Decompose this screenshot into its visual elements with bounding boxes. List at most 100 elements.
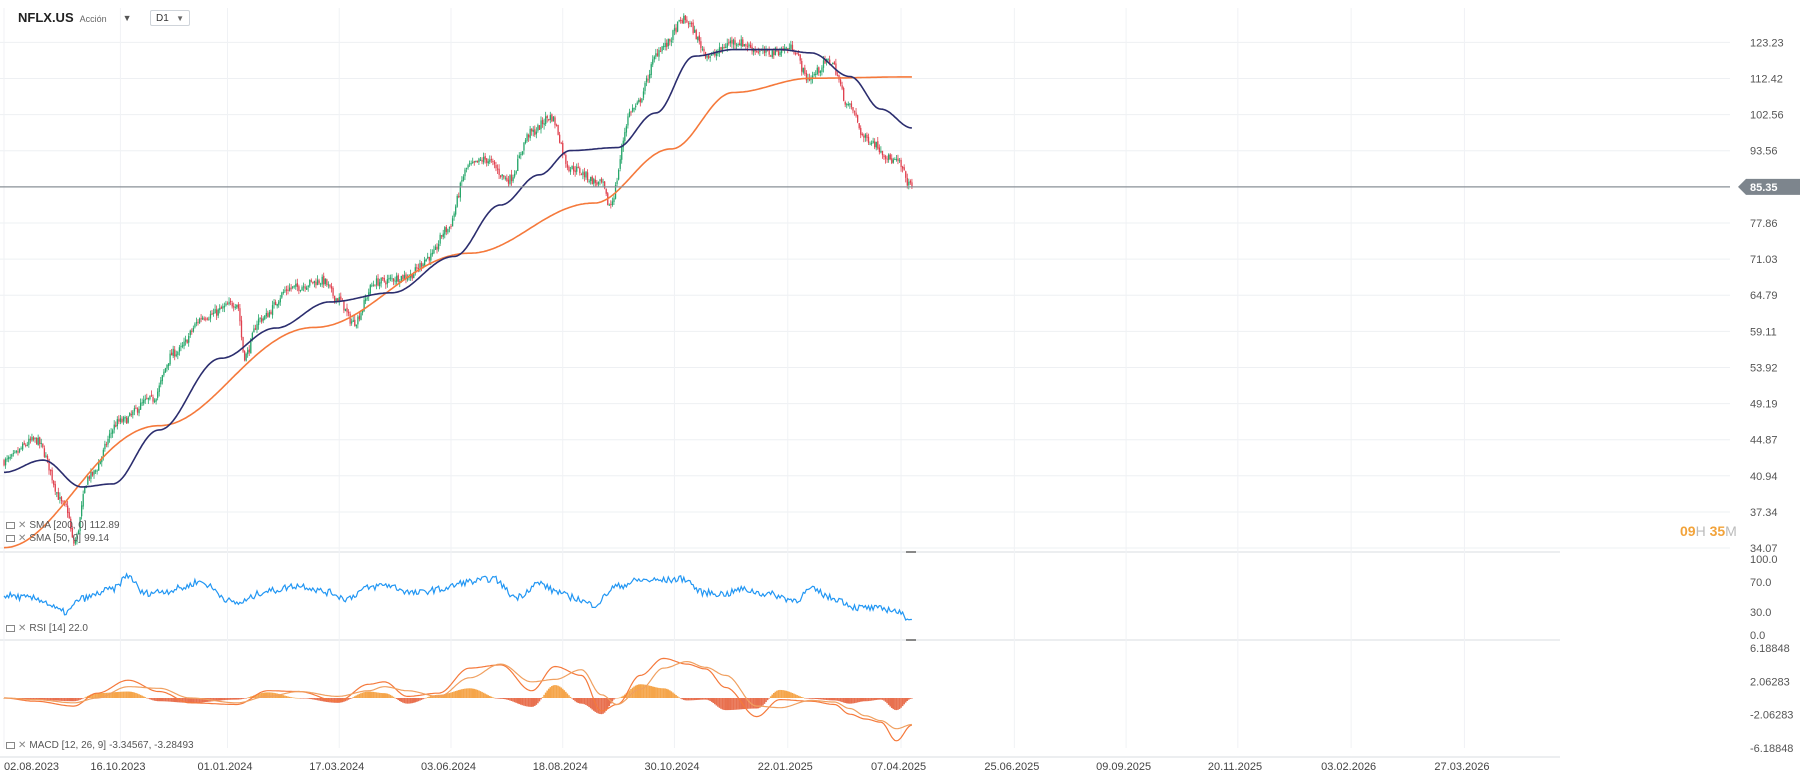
candle-body <box>734 40 736 45</box>
candle-body <box>580 174 583 176</box>
candle-body <box>62 501 64 503</box>
candle-body <box>870 143 873 145</box>
candle-body <box>396 275 398 282</box>
candle-body <box>647 79 649 81</box>
candle-body <box>557 125 559 135</box>
candle-body <box>759 50 761 52</box>
candle-body <box>49 469 52 472</box>
candle-body <box>467 165 469 168</box>
macd-histogram-bar <box>655 687 657 698</box>
close-icon[interactable]: ✕ <box>18 623 27 634</box>
candle-body <box>791 44 794 52</box>
candle-body <box>175 354 177 356</box>
candle-body <box>208 318 210 320</box>
macd-histogram-bar <box>911 698 913 699</box>
macd-histogram-bar <box>569 696 572 698</box>
candle-body <box>472 161 474 163</box>
macd-histogram-bar <box>613 698 615 700</box>
candle-body <box>777 51 780 56</box>
candle-body <box>649 74 651 79</box>
macd-histogram-bar <box>813 698 815 699</box>
macd-histogram-bar <box>678 697 680 698</box>
macd-axis-tick: -6.18848 <box>1750 743 1793 755</box>
candle-body <box>794 53 797 55</box>
macd-histogram-bar <box>48 698 50 701</box>
macd-histogram-bar <box>453 691 455 698</box>
macd-histogram-bar <box>220 698 223 701</box>
macd-histogram-bar <box>28 698 30 700</box>
candle-body <box>8 457 10 459</box>
macd-histogram-bar <box>715 698 718 706</box>
candle-body <box>90 471 92 479</box>
macd-histogram-bar <box>526 698 528 707</box>
candle-body <box>515 171 517 174</box>
candle-body <box>855 112 857 116</box>
macd-histogram-bar <box>779 689 781 698</box>
symbol-label[interactable]: NFLX.US <box>18 10 74 25</box>
candle-body <box>799 54 801 61</box>
macd-histogram-bar <box>908 698 910 700</box>
symbol-dropdown-icon[interactable]: ▼ <box>122 12 132 23</box>
candle-body <box>839 79 842 85</box>
macd-histogram-bar <box>301 698 303 699</box>
candle-body <box>874 141 876 148</box>
candle-body <box>858 123 860 129</box>
macd-histogram-bar <box>887 698 890 705</box>
legend-sma50-label: SMA [50, 0] <box>29 533 82 544</box>
candle-body <box>461 180 463 182</box>
candle-body <box>206 318 209 320</box>
macd-histogram-bar <box>169 698 171 702</box>
candle-body <box>431 252 434 255</box>
candle-body <box>793 52 795 54</box>
candle-body <box>552 116 555 122</box>
close-icon[interactable]: ✕ <box>18 533 27 544</box>
macd-histogram-bar <box>746 698 749 709</box>
candle-body <box>624 132 626 142</box>
macd-histogram-bar <box>464 688 466 698</box>
close-icon[interactable]: ✕ <box>18 740 27 751</box>
macd-histogram-bar <box>510 698 513 702</box>
candle-body <box>299 290 302 292</box>
candle-body <box>551 114 553 122</box>
candle-body <box>900 159 902 168</box>
settings-icon[interactable] <box>6 522 15 529</box>
macd-histogram-bar <box>133 692 136 698</box>
macd-histogram-bar <box>566 693 569 698</box>
macd-histogram-bar <box>804 697 806 699</box>
settings-icon[interactable] <box>6 535 15 542</box>
candle-body <box>600 178 603 183</box>
macd-histogram-bar <box>200 698 202 703</box>
candle-body <box>853 111 856 113</box>
macd-histogram-bar <box>23 698 25 700</box>
settings-icon[interactable] <box>6 742 15 749</box>
macd-histogram-bar <box>839 698 842 702</box>
candle-body <box>720 46 722 51</box>
candle-body <box>74 540 77 544</box>
macd-histogram-bar <box>842 698 845 703</box>
candle-body <box>579 168 581 174</box>
macd-histogram-bar <box>54 698 57 701</box>
candle-body <box>520 154 522 156</box>
macd-histogram-bar <box>731 698 733 710</box>
macd-histogram-bar <box>481 691 483 698</box>
candle-body <box>639 99 642 103</box>
macd-histogram-bar <box>729 698 732 711</box>
macd-histogram-bar <box>763 698 766 704</box>
macd-histogram-bar <box>800 696 803 698</box>
close-icon[interactable]: ✕ <box>18 520 27 531</box>
candle-body <box>202 317 204 320</box>
macd-histogram-bar <box>402 698 404 703</box>
macd-histogram-bar <box>714 698 716 705</box>
last-price-label: 85.35 <box>1750 182 1778 194</box>
settings-icon[interactable] <box>6 625 15 632</box>
macd-line <box>4 657 913 742</box>
candle-body <box>121 418 123 423</box>
macd-histogram-bar <box>721 698 724 710</box>
macd-histogram-bar <box>414 698 417 703</box>
macd-histogram-bar <box>130 691 133 698</box>
timeframe-select[interactable]: D1 ▼ <box>150 10 190 26</box>
candle-body <box>771 50 773 58</box>
macd-histogram-bar <box>316 698 319 701</box>
macd-histogram-bar <box>290 697 292 698</box>
